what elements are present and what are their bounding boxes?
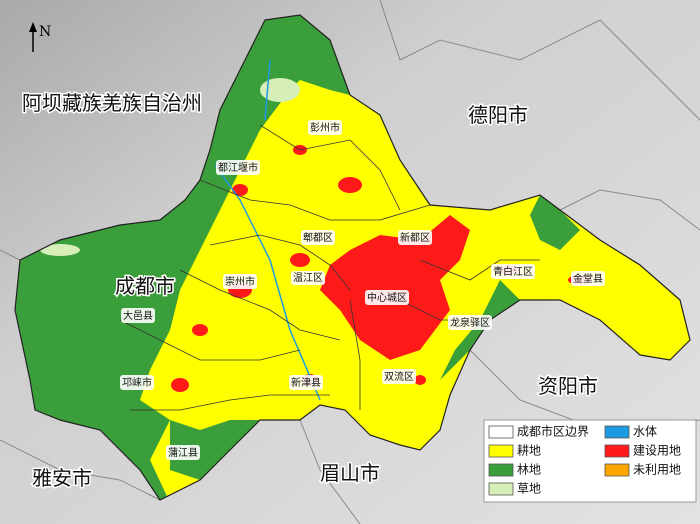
legend-swatch [488,482,514,496]
chengdu-boundary [14,14,691,501]
district-label: 新都区 [400,231,430,244]
region-label: 资阳市 [538,374,598,398]
legend-swatch [488,425,514,439]
district-label: 大邑县 [123,309,153,322]
district-label: 郫都区 [303,231,333,244]
district-label-bg [216,160,260,175]
region-label: 德阳市 [468,103,528,127]
district-label: 双流区 [384,370,414,383]
legend-label: 耕地 [517,443,541,458]
district-label-bg [571,271,605,286]
legend-label: 未利用地 [633,463,681,477]
legend-label: 水体 [633,425,657,439]
district-label: 龙泉驿区 [450,316,490,329]
district-label-bg [308,120,342,135]
district-label-bg [223,274,257,289]
district-label: 新津县 [291,376,321,389]
district-label: 彭州市 [310,121,340,134]
district-label-bg [491,264,535,279]
region-label: 雅安市 [32,466,92,490]
region-label: 眉山市 [320,461,380,485]
district-label: 温江区 [293,272,323,284]
region-label: 阿坝藏族羌族自治州 [22,91,202,115]
legend-label: 成都市区边界 [517,424,589,439]
district-label-bg [398,230,432,245]
region-label: 成都市 [115,274,175,298]
district-label: 蒲江县 [168,446,198,459]
legend-swatch [604,425,630,439]
legend-swatch [488,463,514,477]
north-arrow: N [29,22,51,52]
district-label-bg [289,375,323,390]
legend-swatch [604,463,630,477]
legend-label: 建设用地 [633,444,681,458]
district-label: 崇州市 [225,275,255,288]
district-label-bg [166,445,200,460]
legend-label: 草地 [517,482,541,496]
district-label-bg [291,271,325,285]
district-label: 青白江区 [493,265,533,278]
legend-label: 林地 [517,463,541,477]
north-label: N [39,24,51,40]
district-label-bg [382,369,416,384]
district-label-bg [301,230,335,245]
district-label-bg [120,375,154,390]
district-label-bg [448,315,492,330]
district-label-bg [121,308,155,323]
district-label-bg [365,290,409,305]
district-label: 邛崃市 [122,376,152,389]
district-label: 金堂县 [573,272,603,285]
legend-box [483,419,697,503]
district-label: 都江堰市 [218,161,258,174]
legend-swatch [488,444,514,458]
district-label: 中心城区 [367,291,407,304]
legend-swatch [604,444,630,458]
